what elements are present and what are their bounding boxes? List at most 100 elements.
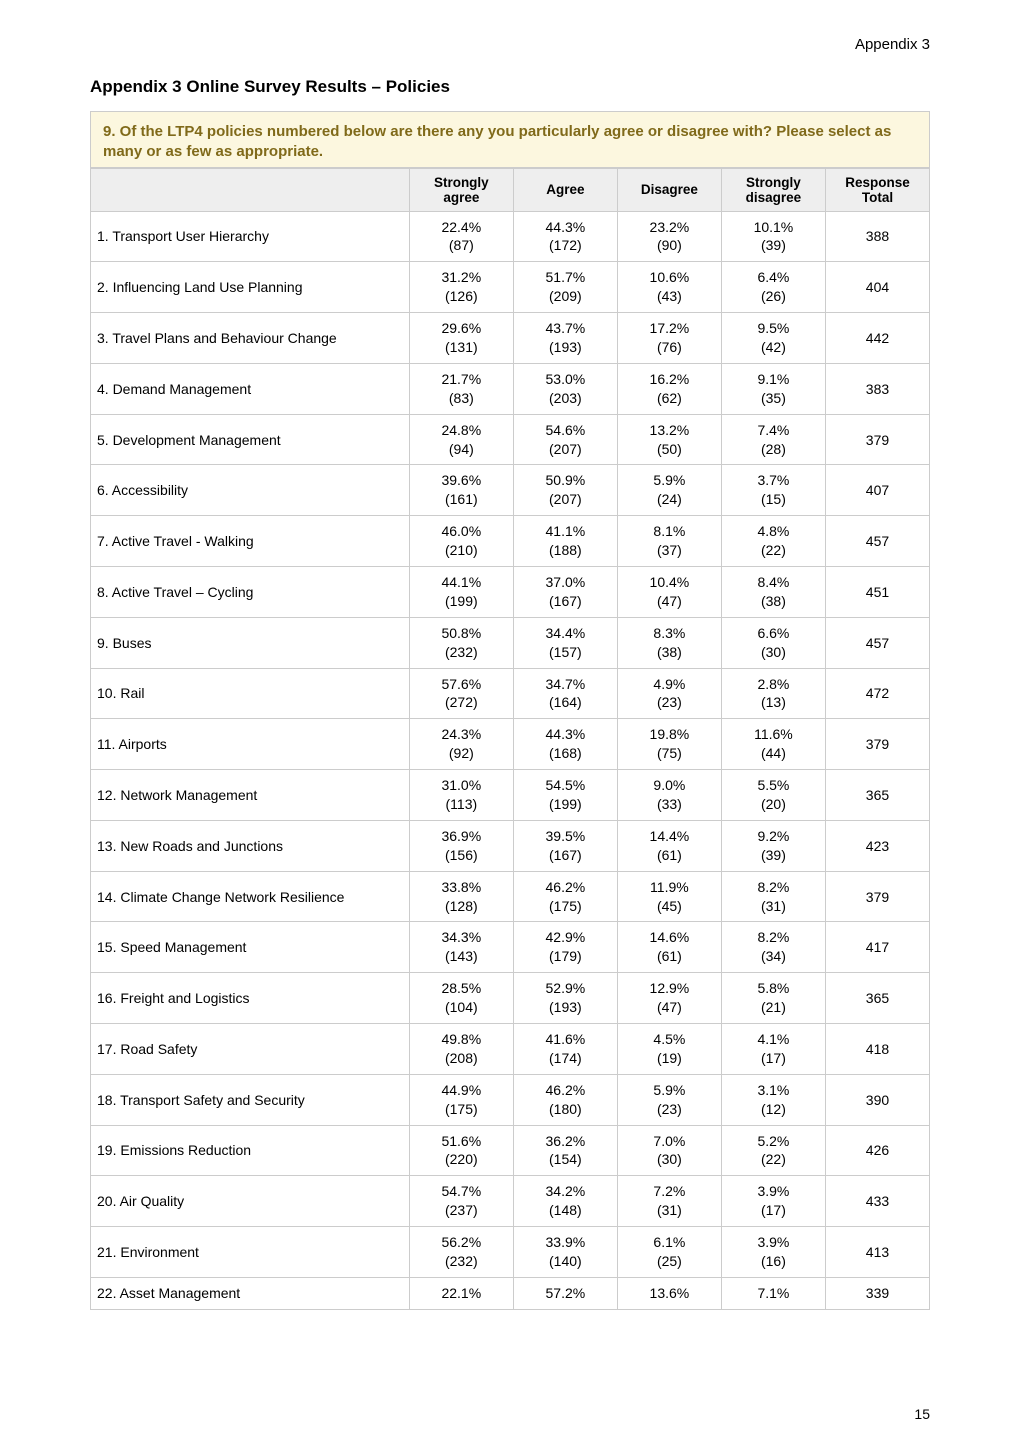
data-cell: 51.7%(209) — [513, 262, 617, 313]
data-cell: 6.6%(30) — [721, 617, 825, 668]
data-cell: 44.3%(172) — [513, 211, 617, 262]
table-row: 19. Emissions Reduction51.6%(220)36.2%(1… — [91, 1125, 930, 1176]
response-total: 413 — [825, 1227, 929, 1278]
data-cell: 8.1%(37) — [617, 516, 721, 567]
table-row: 5. Development Management24.8%(94)54.6%(… — [91, 414, 930, 465]
count-value: (62) — [624, 389, 715, 408]
count-value: (94) — [416, 440, 507, 459]
data-cell: 8.3%(38) — [617, 617, 721, 668]
data-cell: 3.9%(16) — [721, 1227, 825, 1278]
data-cell: 24.8%(94) — [409, 414, 513, 465]
data-cell: 31.2%(126) — [409, 262, 513, 313]
count-value: (232) — [416, 643, 507, 662]
count-value: (22) — [728, 541, 819, 560]
data-cell: 21.7%(83) — [409, 363, 513, 414]
data-cell: 42.9%(179) — [513, 922, 617, 973]
col-header-strongly-disagree: Strongly disagree — [721, 168, 825, 211]
count-value: (168) — [520, 744, 611, 763]
percent-value: 10.6% — [624, 268, 715, 287]
question-text: 9. Of the LTP4 policies numbered below a… — [103, 123, 891, 160]
percent-value: 44.1% — [416, 573, 507, 592]
percent-value: 34.7% — [520, 675, 611, 694]
data-cell: 34.3%(143) — [409, 922, 513, 973]
count-value: (47) — [624, 592, 715, 611]
data-cell: 46.2%(180) — [513, 1074, 617, 1125]
count-value: (113) — [416, 795, 507, 814]
row-label: 6. Accessibility — [91, 465, 410, 516]
count-value: (38) — [624, 643, 715, 662]
percent-value: 9.0% — [624, 776, 715, 795]
percent-value: 17.2% — [624, 319, 715, 338]
percent-value: 14.6% — [624, 928, 715, 947]
percent-value: 28.5% — [416, 979, 507, 998]
count-value: (143) — [416, 947, 507, 966]
data-cell: 44.1%(199) — [409, 566, 513, 617]
table-row: 7. Active Travel - Walking46.0%(210)41.1… — [91, 516, 930, 567]
percent-value: 4.5% — [624, 1030, 715, 1049]
percent-value: 8.2% — [728, 928, 819, 947]
count-value: (232) — [416, 1252, 507, 1271]
row-label: 11. Airports — [91, 719, 410, 770]
data-cell: 16.2%(62) — [617, 363, 721, 414]
percent-value: 36.9% — [416, 827, 507, 846]
response-total: 365 — [825, 770, 929, 821]
table-row: 11. Airports24.3%(92)44.3%(168)19.8%(75)… — [91, 719, 930, 770]
data-cell: 8.2%(31) — [721, 871, 825, 922]
row-label: 7. Active Travel - Walking — [91, 516, 410, 567]
data-cell: 44.3%(168) — [513, 719, 617, 770]
percent-value: 44.3% — [520, 218, 611, 237]
percent-value: 34.3% — [416, 928, 507, 947]
count-value: (179) — [520, 947, 611, 966]
count-value: (128) — [416, 897, 507, 916]
data-cell: 41.1%(188) — [513, 516, 617, 567]
data-cell: 17.2%(76) — [617, 313, 721, 364]
data-cell: 13.6% — [617, 1277, 721, 1309]
row-label: 19. Emissions Reduction — [91, 1125, 410, 1176]
percent-value: 24.3% — [416, 725, 507, 744]
table-row: 6. Accessibility39.6%(161)50.9%(207)5.9%… — [91, 465, 930, 516]
col-header-response-total: Response Total — [825, 168, 929, 211]
count-value: (17) — [728, 1201, 819, 1220]
count-value: (193) — [520, 338, 611, 357]
count-value: (188) — [520, 541, 611, 560]
data-cell: 14.6%(61) — [617, 922, 721, 973]
count-value: (23) — [624, 693, 715, 712]
table-row: 18. Transport Safety and Security44.9%(1… — [91, 1074, 930, 1125]
percent-value: 14.4% — [624, 827, 715, 846]
data-cell: 7.0%(30) — [617, 1125, 721, 1176]
percent-value: 44.3% — [520, 725, 611, 744]
data-cell: 3.1%(12) — [721, 1074, 825, 1125]
percent-value: 8.1% — [624, 522, 715, 541]
count-value: (17) — [728, 1049, 819, 1068]
data-cell: 13.2%(50) — [617, 414, 721, 465]
data-cell: 22.4%(87) — [409, 211, 513, 262]
response-total: 423 — [825, 820, 929, 871]
data-cell: 36.2%(154) — [513, 1125, 617, 1176]
row-label: 2. Influencing Land Use Planning — [91, 262, 410, 313]
table-row: 15. Speed Management34.3%(143)42.9%(179)… — [91, 922, 930, 973]
row-label: 8. Active Travel – Cycling — [91, 566, 410, 617]
col-header-strongly-agree: Strongly agree — [409, 168, 513, 211]
data-cell: 39.6%(161) — [409, 465, 513, 516]
data-cell: 54.6%(207) — [513, 414, 617, 465]
data-cell: 57.6%(272) — [409, 668, 513, 719]
percent-value: 37.0% — [520, 573, 611, 592]
count-value: (26) — [728, 287, 819, 306]
percent-value: 22.4% — [416, 218, 507, 237]
data-cell: 7.1% — [721, 1277, 825, 1309]
percent-value: 5.5% — [728, 776, 819, 795]
table-row: 8. Active Travel – Cycling44.1%(199) 37.0… — [91, 566, 930, 617]
data-cell: 6.4%(26) — [721, 262, 825, 313]
data-cell: 5.9%(23) — [617, 1074, 721, 1125]
percent-value: 11.6% — [728, 725, 819, 744]
response-total: 418 — [825, 1024, 929, 1075]
data-cell: 24.3%(92) — [409, 719, 513, 770]
data-cell: 11.6%(44) — [721, 719, 825, 770]
percent-value: 24.8% — [416, 421, 507, 440]
count-value: (42) — [728, 338, 819, 357]
data-cell: 4.9%(23) — [617, 668, 721, 719]
percent-value: 3.1% — [728, 1081, 819, 1100]
count-value: (31) — [728, 897, 819, 916]
count-value: (44) — [728, 744, 819, 763]
percent-value: 8.2% — [728, 878, 819, 897]
